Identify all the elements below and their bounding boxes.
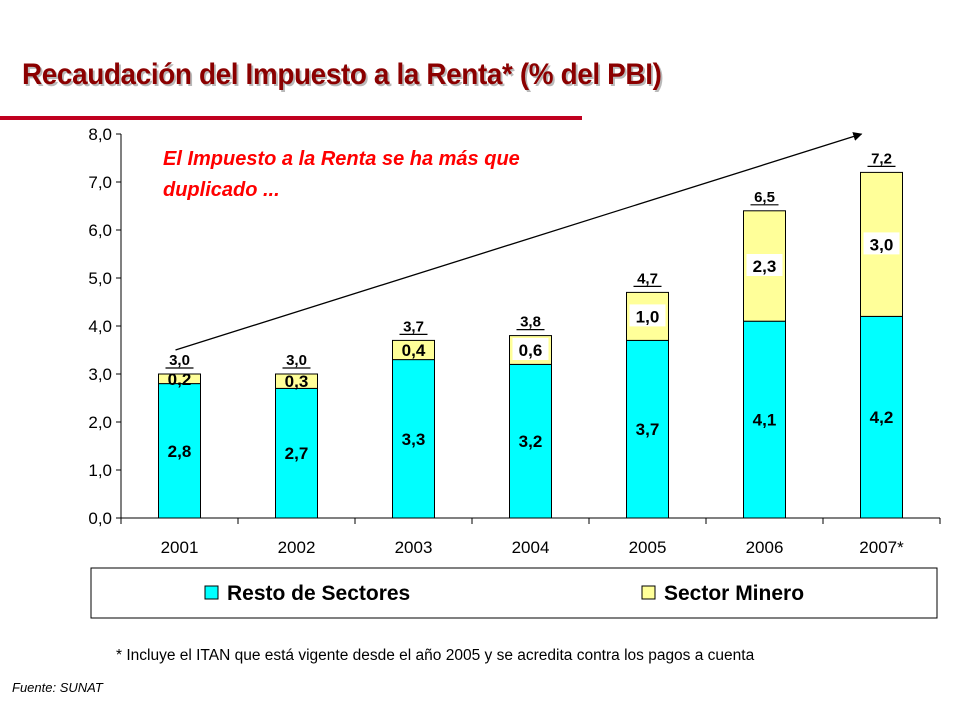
data-label-total: 3,8 [520, 314, 541, 331]
data-label-resto: 4,1 [753, 411, 777, 430]
y-tick-label: 7,0 [88, 173, 112, 192]
data-label-total: 3,0 [169, 352, 190, 369]
bar-sector-minero [392, 339, 435, 361]
annotation-text-line-1: El Impuesto a la Renta se ha más que [163, 148, 520, 170]
axes: 0,0 1,0 2,0 3,0 4,0 5,0 6,0 7,0 8,0 2001 2002 2003 2… [88, 125, 941, 557]
y-tick-label: 5,0 [88, 269, 112, 288]
x-tick-label: 2004 [512, 538, 550, 557]
data-label-minero: 0,6 [519, 341, 543, 360]
slide-title: Recaudación del Impuesto a la Renta* (% … [22, 58, 662, 91]
x-tick-label: 2001 [161, 538, 199, 557]
data-label-minero: 0,2 [168, 370, 192, 389]
data-label-resto: 2,8 [168, 442, 192, 461]
y-tick-label: 4,0 [88, 317, 112, 336]
legend-label: Sector Minero [664, 582, 804, 605]
y-tick-label: 1,0 [88, 461, 112, 480]
data-label-total: 3,0 [286, 352, 307, 369]
data-label-resto: 3,2 [519, 432, 543, 451]
bar-resto-de-sectores [743, 320, 786, 519]
x-tick-label: 2007* [859, 538, 904, 557]
bar-resto-de-sectores [392, 359, 435, 519]
y-tick-label: 6,0 [88, 221, 112, 240]
data-label-minero: 2,3 [753, 257, 777, 276]
data-label-minero-box [629, 304, 666, 327]
title-underline [0, 116, 582, 120]
data-label-total: 4,7 [637, 270, 658, 287]
annotation-text-line-2: duplicado ... [163, 179, 280, 201]
x-tick-label: 2003 [395, 538, 433, 557]
x-tick-label: 2002 [278, 538, 316, 557]
legend-swatch [204, 585, 219, 600]
bar-resto-de-sectores [275, 387, 318, 519]
legend-swatch [641, 585, 656, 600]
annotation-group: El Impuesto a la Renta se ha más que dup… [163, 132, 863, 351]
bar-resto-de-sectores [158, 383, 201, 519]
y-tick-label: 2,0 [88, 413, 112, 432]
data-label-minero-box [863, 232, 900, 255]
data-label-total: 3,7 [403, 318, 424, 335]
data-label-minero-box [512, 338, 549, 360]
y-tick-label: 3,0 [88, 365, 112, 384]
bar-resto-de-sectores [860, 315, 903, 519]
data-label-minero: 3,0 [870, 235, 894, 254]
trend-arrow [175, 132, 863, 351]
data-label-minero: 0,3 [285, 372, 309, 391]
y-tick-label: 0,0 [88, 509, 112, 528]
x-tick-label: 2006 [746, 538, 784, 557]
data-labels: 2,80,23,02,70,33,03,30,43,73,20,63,83,71… [165, 150, 900, 463]
data-label-resto: 3,3 [402, 430, 426, 449]
data-label-minero: 0,4 [402, 341, 426, 360]
footnote: * Incluye el ITAN que está vigente desde… [116, 647, 755, 664]
data-label-total: 7,2 [871, 150, 892, 167]
bar-sector-minero [158, 373, 201, 385]
data-label-minero-box [746, 254, 783, 276]
stacked-bar-chart: 0,0 1,0 2,0 3,0 4,0 5,0 6,0 7,0 8,0 2001 2002 2003 2… [88, 125, 941, 619]
bar-sector-minero [275, 373, 318, 389]
x-tick-label: 2005 [629, 538, 667, 557]
data-label-minero: 1,0 [636, 307, 660, 326]
legend-box [90, 567, 938, 619]
legend: Resto de Sectores Sector Minero [90, 567, 938, 619]
y-tick-label: 8,0 [88, 125, 112, 144]
bar-resto-de-sectores [626, 339, 669, 519]
legend-label: Resto de Sectores [227, 582, 410, 605]
bar-resto-de-sectores [509, 363, 552, 519]
data-label-resto: 3,7 [636, 420, 660, 439]
data-label-total: 6,5 [754, 189, 775, 206]
data-label-resto: 2,7 [285, 444, 309, 463]
source-note: Fuente: SUNAT [12, 680, 103, 695]
data-label-resto: 4,2 [870, 408, 894, 427]
